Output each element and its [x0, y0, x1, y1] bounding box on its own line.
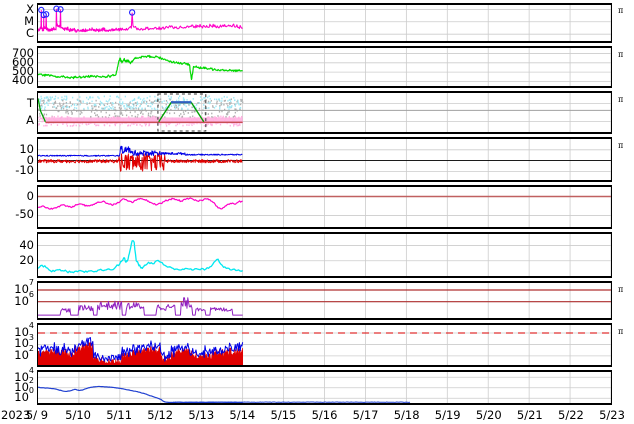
x-tick-3: 5/12	[147, 408, 174, 422]
panel-proton-flux-high	[37, 281, 612, 320]
dst-index-ytick: -50	[15, 207, 34, 222]
x-tick-0: 5/ 9	[25, 408, 49, 422]
x-tick-1: 5/10	[65, 408, 91, 422]
dst-index-plot	[38, 187, 611, 227]
x-tick-13: 5/22	[558, 408, 584, 422]
magnetogram-t-a-ytick: A	[26, 113, 34, 128]
magnetogram-t-a-ytick: T	[26, 95, 34, 110]
electron-flux-ytick: 102	[14, 343, 34, 362]
panel-solar-wind-speed	[37, 46, 612, 88]
x-tick-10: 5/19	[434, 408, 461, 422]
imf-bz-bt-plot	[38, 139, 611, 180]
solar-wind-speed-plot	[38, 48, 611, 86]
axis-unit-marker: π	[618, 95, 624, 104]
x-tick-11: 5/20	[475, 408, 502, 422]
solar-wind-speed-ytick: 600	[12, 54, 34, 69]
panel-electron-flux	[37, 323, 612, 367]
xray-flare-class-plot	[38, 5, 611, 41]
panel-magnetogram-t-a	[37, 91, 612, 134]
x-tick-9: 5/18	[393, 408, 420, 422]
panel-proton-flux-low	[37, 370, 612, 405]
proton-flux-high-ytick: 106	[14, 289, 34, 308]
x-tick-8: 5/17	[352, 408, 379, 422]
imf-bz-bt-ytick: 10	[19, 142, 34, 157]
axis-unit-marker: π	[618, 6, 624, 15]
axis-unit-marker: π	[618, 50, 624, 59]
magnetogram-t-a-plot	[38, 93, 611, 132]
x-tick-5: 5/14	[229, 408, 256, 422]
imf-bz-bt-ytick: -10	[15, 163, 34, 178]
solar-wind-speed-ytick: 700	[12, 45, 34, 60]
x-tick-12: 5/21	[516, 408, 543, 422]
kp-ap-index-ytick: 20	[19, 252, 34, 267]
proton-flux-high-ytick: 107	[14, 278, 34, 297]
xray-flare-class-ytick: C	[25, 25, 34, 40]
electron-flux-plot	[38, 325, 611, 365]
solar-wind-speed-ytick: 400	[12, 72, 34, 87]
x-tick-7: 5/16	[311, 408, 338, 422]
proton-flux-low-ytick: 104	[14, 365, 34, 384]
solar-wind-speed-ytick: 500	[12, 63, 34, 78]
proton-flux-low-plot	[38, 372, 611, 403]
kp-ap-index-plot	[38, 234, 611, 276]
axis-unit-marker: π	[618, 285, 624, 294]
x-tick-6: 5/15	[270, 408, 297, 422]
proton-flux-low-ytick: 102	[14, 375, 34, 394]
electron-flux-ytick: 103	[14, 332, 34, 351]
year-label: 2023	[1, 408, 31, 422]
xray-flare-class-ytick: X	[26, 1, 34, 16]
panel-xray-flare-class	[37, 3, 612, 43]
proton-flux-low-ytick: 100	[14, 386, 34, 404]
axis-unit-marker: π	[618, 327, 624, 336]
xray-flare-class-ytick: M	[24, 13, 34, 28]
imf-bz-bt-ytick: 0	[26, 152, 34, 167]
x-tick-2: 5/11	[106, 408, 133, 422]
electron-flux-ytick: 104	[14, 321, 34, 340]
panel-dst-index	[37, 185, 612, 229]
x-tick-14: 5/23	[599, 408, 625, 422]
dst-index-ytick: 0	[26, 188, 34, 203]
x-tick-4: 5/13	[188, 408, 215, 422]
panel-imf-bz-bt	[37, 137, 612, 182]
proton-flux-high-plot	[38, 283, 611, 318]
axis-unit-marker: π	[618, 141, 624, 150]
panel-kp-ap-index	[37, 232, 612, 278]
kp-ap-index-ytick: 40	[19, 237, 34, 252]
